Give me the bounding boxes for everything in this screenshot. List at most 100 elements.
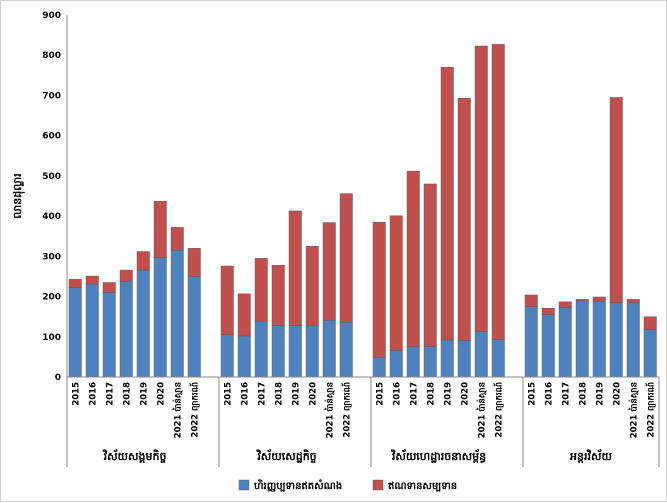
legend-swatch [238, 479, 250, 491]
bar-segment [85, 275, 99, 285]
bar-segment [372, 357, 386, 378]
bar-segment [440, 67, 454, 341]
x-tick-label: 2019 [291, 382, 301, 406]
bar-segment [305, 325, 319, 378]
bar-segment [406, 346, 420, 378]
x-tick-label: 2016 [88, 382, 98, 406]
bar-segment [592, 301, 606, 378]
bar-segment [322, 320, 336, 378]
bar-segment [491, 44, 505, 340]
bar-segment [626, 299, 640, 303]
x-tick-label: 2017 [409, 382, 419, 406]
bar-segment [541, 308, 555, 315]
group-labels: វិស័យសង្គមកិច្ច វិស័យសេដ្ឋកិច្ច វិស័យហេដ្ឋ… [102, 449, 612, 463]
y-axis-label: លានដុល្លារ [11, 173, 25, 219]
x-tick-label: 2019 [139, 382, 149, 406]
y-tick-label: 400 [42, 212, 61, 222]
y-tick-label: 900 [42, 11, 61, 21]
group-label: វិស័យសង្គមកិច្ច [102, 449, 166, 463]
bar-segment [271, 325, 285, 378]
bar-segment [220, 265, 234, 335]
x-tick-label: 2021 ប៉ាន់ស្មាន [475, 382, 487, 438]
bar-segment [339, 193, 353, 323]
x-tick-label: 2020 [156, 382, 166, 406]
x-tick-label: 2021 ប៉ាន់ស្មាន [323, 382, 335, 438]
bar-segment [474, 331, 488, 378]
x-tick-label: 2018 [578, 382, 588, 406]
bar-segment [85, 283, 99, 378]
bar-segment [170, 227, 184, 251]
bar-segment [187, 248, 201, 277]
bar-segment [372, 221, 386, 358]
y-axis-ticks: 0 100 200 300 400 500 600 700 800 900 [42, 11, 61, 383]
x-tick-label: 2016 [240, 382, 250, 406]
bar-segment [322, 222, 336, 321]
bar-segment [68, 279, 82, 288]
bar-segment [288, 210, 302, 326]
bar-segment [491, 339, 505, 378]
x-tick-label: 2021 ប៉ាន់ស្មាន [627, 382, 639, 438]
y-tick-label: 0 [55, 373, 61, 383]
x-tick-label: 2022 ព្យាករណ៍ [492, 382, 504, 438]
bar-segment [237, 335, 251, 378]
bar-segment [339, 322, 353, 378]
x-tick-label: 2022 ព្យាករណ៍ [340, 382, 352, 438]
x-tick-label: 2016 [392, 382, 402, 406]
x-tick-label: 2015 [223, 382, 233, 406]
y-tick-label: 100 [42, 333, 61, 343]
x-tick-label: 2020 [612, 382, 622, 406]
bar-segment [558, 301, 572, 308]
x-tick-label: 2015 [527, 382, 537, 406]
bars-layer [68, 44, 657, 378]
bar-segment [389, 350, 403, 378]
x-tick-label: 2017 [561, 382, 571, 406]
y-tick-label: 800 [42, 51, 61, 61]
x-tick-label: 2022 ព្យាករណ៍ [188, 382, 200, 438]
x-tick-label: 2020 [308, 382, 318, 406]
y-tick-label: 200 [42, 293, 61, 303]
x-tick-label: 2015 [375, 382, 385, 406]
bar-segment [305, 246, 319, 327]
y-tick-label: 700 [42, 91, 61, 101]
legend-label: ឥណទានសម្បទាន [388, 481, 457, 492]
group-label: អន្តរវិស័យ [569, 449, 612, 463]
bar-segment [575, 299, 589, 301]
bar-segment [237, 293, 251, 337]
x-axis-ticks: 2015 2016 2017 2018 2019 2020 2021 ប៉ាន់ស្មាន 2… [71, 382, 656, 438]
bar-segment [254, 320, 268, 378]
bar-segment [136, 269, 150, 378]
group-label: វិស័យសេដ្ឋកិច្ច [256, 449, 317, 463]
x-tick-label: 2018 [122, 382, 132, 406]
x-tick-label: 2018 [274, 382, 284, 406]
y-tick-label: 600 [42, 132, 61, 142]
bar-segment [187, 276, 201, 378]
y-tick-label: 500 [42, 172, 61, 182]
bar-segment [102, 282, 116, 293]
bar-segment [524, 306, 538, 378]
bar-segment [406, 170, 420, 348]
bar-segment [457, 340, 471, 378]
x-tick-label: 2022 ព្យាករណ៍ [644, 382, 656, 438]
bar-segment [643, 316, 657, 330]
x-tick-label: 2020 [460, 382, 470, 406]
bar-segment [136, 251, 150, 271]
x-tick-label: 2015 [71, 382, 81, 406]
legend-swatch [372, 479, 384, 491]
x-tick-label: 2019 [443, 382, 453, 406]
y-tick-label: 300 [42, 252, 61, 262]
bar-segment [68, 287, 82, 378]
bar-segment [457, 98, 471, 341]
bar-segment [609, 302, 623, 378]
axes-layer [66, 15, 660, 467]
bar-segment [102, 292, 116, 378]
bar-segment [524, 294, 538, 307]
bar-segment [558, 307, 572, 378]
legend: ហិរញ្ញប្បទានឥតសំណង ឥណទានសម្បទាន [238, 479, 457, 492]
bar-segment [575, 300, 589, 378]
x-tick-label: 2017 [105, 382, 115, 406]
bar-segment [643, 329, 657, 378]
bar-segment [254, 258, 268, 322]
x-tick-label: 2021 ប៉ាន់ស្មាន [171, 382, 183, 438]
legend-label: ហិរញ្ញប្បទានឥតសំណង [254, 479, 342, 492]
